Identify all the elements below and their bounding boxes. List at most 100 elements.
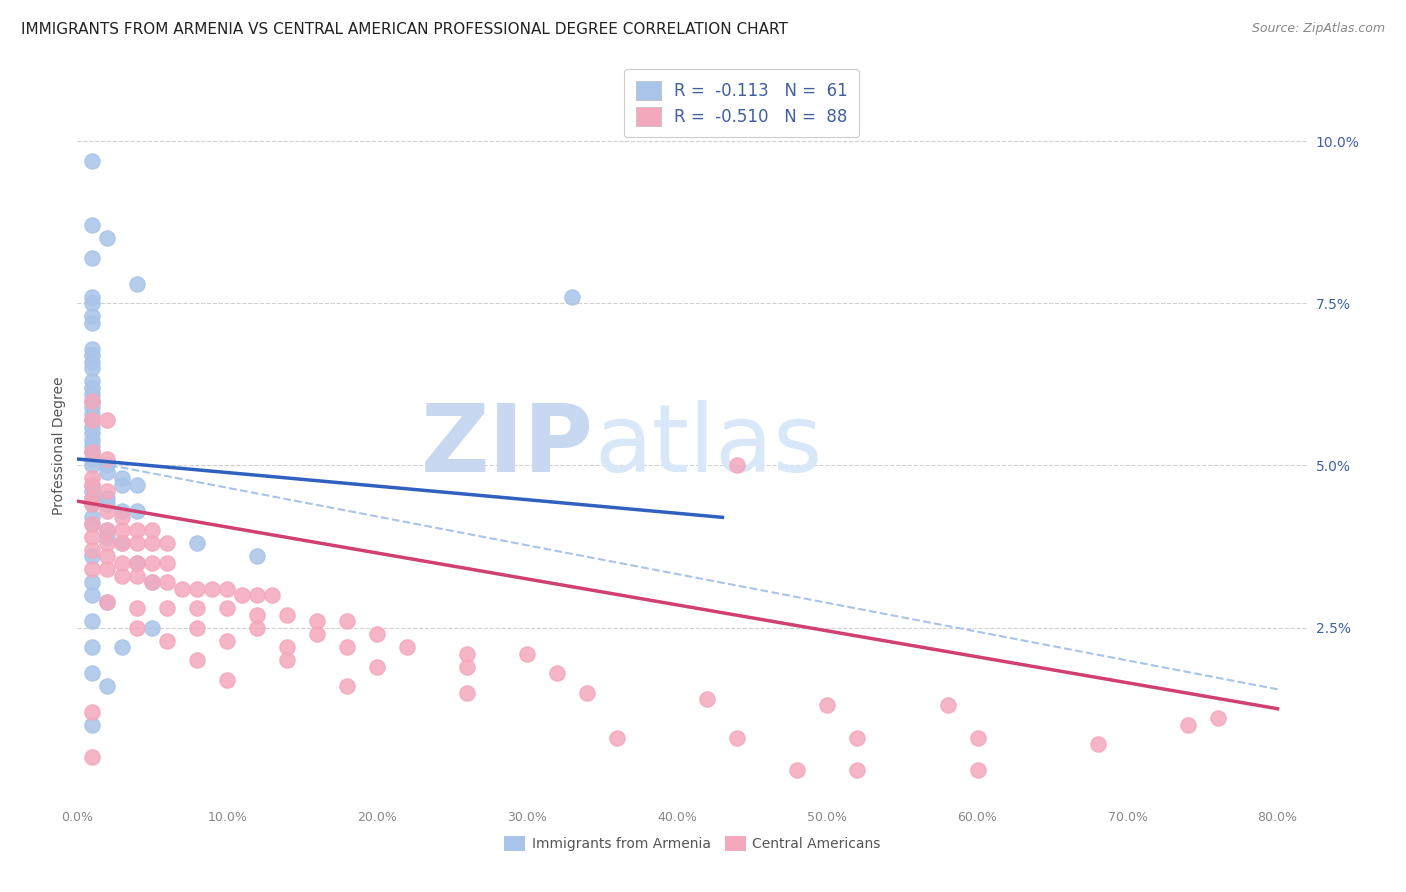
Point: [276, 653, 298, 667]
Point: [127, 478, 149, 492]
Point: [82, 478, 104, 492]
Point: [96, 562, 118, 576]
Point: [276, 640, 298, 654]
Point: [966, 764, 988, 778]
Point: [262, 588, 284, 602]
Point: [246, 607, 269, 622]
Point: [696, 692, 718, 706]
Point: [846, 764, 869, 778]
Point: [366, 627, 388, 641]
Point: [141, 536, 163, 550]
Point: [82, 407, 104, 421]
Point: [96, 679, 118, 693]
Point: [276, 607, 298, 622]
Point: [111, 556, 134, 570]
Point: [82, 588, 104, 602]
Point: [217, 601, 239, 615]
Point: [307, 614, 329, 628]
Point: [141, 524, 163, 538]
Point: [96, 452, 118, 467]
Point: [82, 458, 104, 473]
Point: [231, 588, 253, 602]
Point: [82, 666, 104, 681]
Point: [141, 575, 163, 590]
Point: [456, 659, 478, 673]
Point: [156, 601, 179, 615]
Point: [366, 659, 388, 673]
Point: [186, 621, 208, 635]
Point: [82, 251, 104, 265]
Point: [576, 685, 599, 699]
Point: [156, 575, 179, 590]
Point: [111, 471, 134, 485]
Point: [246, 588, 269, 602]
Point: [456, 685, 478, 699]
Point: [217, 582, 239, 596]
Point: [82, 219, 104, 233]
Point: [82, 750, 104, 764]
Point: [82, 471, 104, 485]
Point: [96, 497, 118, 511]
Point: [82, 452, 104, 467]
Point: [96, 465, 118, 479]
Point: [336, 614, 359, 628]
Point: [82, 445, 104, 459]
Point: [127, 277, 149, 291]
Point: [156, 556, 179, 570]
Point: [1177, 718, 1199, 732]
Point: [82, 413, 104, 427]
Point: [96, 458, 118, 473]
Point: [82, 575, 104, 590]
Point: [82, 542, 104, 557]
Point: [82, 439, 104, 453]
Point: [82, 381, 104, 395]
Point: [246, 549, 269, 564]
Point: [307, 627, 329, 641]
Point: [96, 595, 118, 609]
Point: [82, 342, 104, 356]
Point: [82, 400, 104, 414]
Point: [82, 484, 104, 499]
Text: ZIP: ZIP: [422, 400, 595, 492]
Text: Source: ZipAtlas.com: Source: ZipAtlas.com: [1251, 22, 1385, 36]
Point: [82, 290, 104, 304]
Point: [82, 516, 104, 531]
Point: [82, 562, 104, 576]
Point: [172, 582, 194, 596]
Point: [82, 387, 104, 401]
Point: [246, 621, 269, 635]
Point: [966, 731, 988, 745]
Point: [96, 524, 118, 538]
Point: [936, 698, 959, 713]
Point: [846, 731, 869, 745]
Point: [786, 764, 808, 778]
Legend: Immigrants from Armenia, Central Americans: Immigrants from Armenia, Central America…: [499, 830, 886, 856]
Point: [127, 536, 149, 550]
Point: [82, 413, 104, 427]
Point: [516, 647, 538, 661]
Point: [82, 374, 104, 388]
Point: [217, 673, 239, 687]
Text: atlas: atlas: [595, 400, 823, 492]
Text: IMMIGRANTS FROM ARMENIA VS CENTRAL AMERICAN PROFESSIONAL DEGREE CORRELATION CHAR: IMMIGRANTS FROM ARMENIA VS CENTRAL AMERI…: [21, 22, 787, 37]
Point: [82, 510, 104, 524]
Point: [82, 497, 104, 511]
Point: [127, 556, 149, 570]
Point: [606, 731, 628, 745]
Point: [141, 575, 163, 590]
Point: [96, 413, 118, 427]
Point: [82, 516, 104, 531]
Point: [186, 536, 208, 550]
Point: [96, 504, 118, 518]
Point: [82, 640, 104, 654]
Point: [336, 640, 359, 654]
Point: [82, 530, 104, 544]
Point: [82, 445, 104, 459]
Point: [561, 290, 583, 304]
Point: [82, 491, 104, 505]
Point: [141, 556, 163, 570]
Point: [156, 633, 179, 648]
Point: [82, 425, 104, 440]
Point: [111, 536, 134, 550]
Point: [127, 524, 149, 538]
